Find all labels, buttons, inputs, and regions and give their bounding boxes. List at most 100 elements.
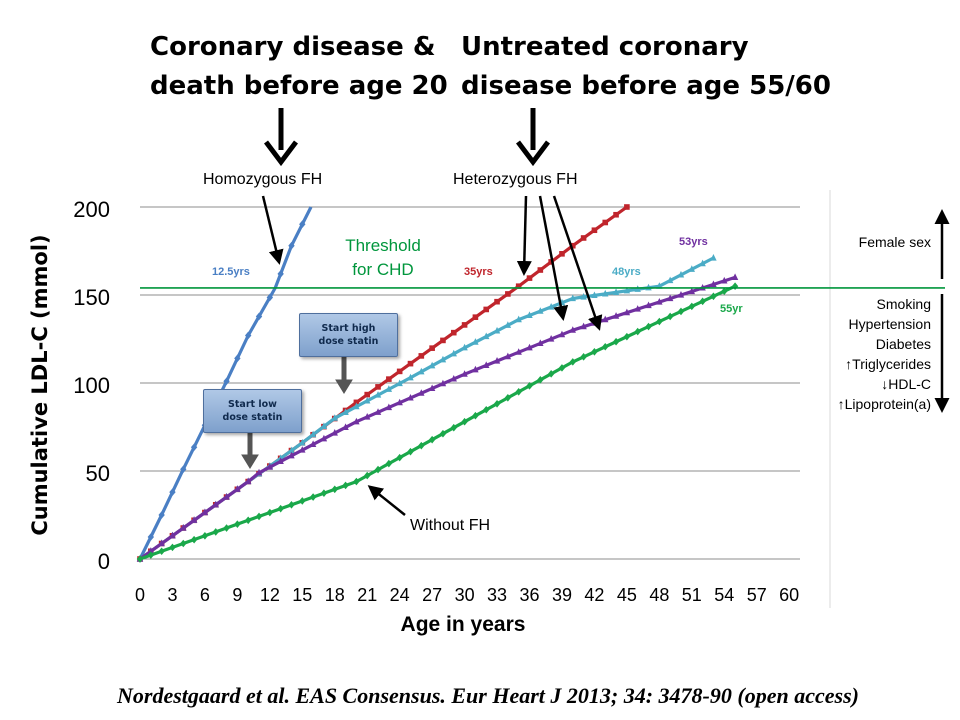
- marker-heterozygous_high_dose-14: [288, 446, 295, 454]
- marker-without_fh-35: [515, 388, 522, 396]
- marker-heterozygous_low_dose-26: [418, 389, 425, 396]
- x-tick-label-18: 18: [325, 585, 345, 605]
- marker-heterozygous_low_dose-55: [731, 273, 739, 280]
- marker-without_fh-43: [602, 342, 609, 351]
- marker-without_fh-0: [136, 555, 144, 563]
- marker-heterozygous_untreated-31: [472, 314, 479, 320]
- gridlines: [140, 190, 831, 608]
- x-tick-label-36: 36: [519, 585, 539, 605]
- risk-diabetes: Diabetes: [875, 336, 931, 352]
- marker-without_fh-55: [731, 282, 739, 290]
- without-fh-pointer: [367, 485, 406, 516]
- marker-without_fh-41: [580, 353, 587, 361]
- marker-without_fh-3: [169, 543, 176, 552]
- annotation-2: 53yrs: [679, 236, 708, 248]
- marker-without_fh-12: [266, 508, 274, 517]
- down-arrow-left-head: [264, 140, 298, 167]
- marker-heterozygous_low_dose-53: [710, 280, 717, 288]
- marker-heterozygous_untreated-27: [429, 345, 435, 351]
- marker-heterozygous_high_dose-24: [396, 379, 403, 387]
- heterozygous-label: Heterozygous FH: [453, 171, 578, 188]
- marker-heterozygous_high_dose-41: [580, 292, 587, 300]
- marker-heterozygous_untreated-41: [580, 235, 587, 241]
- marker-heterozygous_untreated-29: [450, 329, 457, 336]
- marker-without_fh-30: [461, 417, 468, 426]
- marker-without_fh-13: [277, 504, 284, 513]
- heading-left-line-2: death before age 20: [150, 71, 448, 101]
- x-tick-label-24: 24: [390, 585, 410, 605]
- without-fh-label: Without FH: [410, 517, 491, 534]
- homozygous-pointer: [261, 195, 284, 265]
- marker-homozygous-11: [255, 312, 263, 321]
- start-high-line-2: dose statin: [318, 336, 379, 347]
- marker-without_fh-49: [666, 312, 674, 321]
- marker-heterozygous_high_dose-42: [591, 291, 598, 299]
- series-without_fh: [136, 282, 739, 563]
- y-tick-label-150: 150: [73, 285, 110, 310]
- marker-heterozygous_low_dose-54: [721, 276, 728, 284]
- marker-heterozygous_high_dose-50: [677, 270, 685, 278]
- marker-heterozygous_high_dose-40: [569, 294, 576, 302]
- marker-without_fh-23: [385, 459, 393, 468]
- marker-heterozygous_untreated-34: [505, 291, 511, 297]
- marker-heterozygous_low_dose-38: [547, 335, 555, 342]
- marker-heterozygous_low_dose-22: [374, 408, 382, 415]
- marker-heterozygous_untreated-20: [353, 399, 360, 406]
- marker-heterozygous_untreated-37: [537, 267, 544, 273]
- start-low-dose-statin-box: Start low dose statin: [203, 389, 302, 433]
- marker-heterozygous_low_dose-14: [288, 451, 295, 459]
- marker-without_fh-45: [623, 332, 631, 341]
- marker-without_fh-14: [288, 500, 295, 509]
- annotation-0: 12.5yrs: [212, 266, 250, 278]
- x-tick-label-39: 39: [552, 585, 572, 605]
- marker-heterozygous_untreated-38: [548, 259, 554, 265]
- homozygous-label: Homozygous FH: [203, 171, 323, 188]
- marker-homozygous-5: [190, 443, 198, 452]
- x-tick-label-6: 6: [200, 585, 210, 605]
- marker-heterozygous_low_dose-33: [493, 357, 501, 364]
- low-dose-arrow-head: [241, 454, 259, 469]
- marker-heterozygous_untreated-44: [613, 211, 619, 218]
- threshold-label-line-2: for CHD: [352, 260, 414, 279]
- x-tick-label-3: 3: [167, 585, 177, 605]
- marker-heterozygous_high_dose-38: [547, 302, 555, 310]
- marker-without_fh-33: [493, 399, 501, 408]
- x-tick-label-15: 15: [292, 585, 312, 605]
- x-axis-title: Age in years: [400, 613, 526, 636]
- marker-heterozygous_high_dose-43: [602, 289, 609, 297]
- annotation-1: 35yrs: [464, 266, 493, 278]
- marker-heterozygous_low_dose-44: [612, 312, 620, 319]
- arrows-group: [241, 108, 950, 516]
- marker-without_fh-32: [483, 405, 490, 414]
- start-high-dose-statin-box: Start high dose statin: [299, 313, 398, 357]
- marker-without_fh-1: [147, 551, 155, 559]
- marker-without_fh-34: [504, 393, 512, 402]
- marker-without_fh-10: [244, 516, 252, 525]
- x-tick-label-57: 57: [747, 585, 767, 605]
- y-tick-label-50: 50: [86, 461, 110, 486]
- y-axis-title: Cumulative LDL-C (mmol): [28, 234, 52, 536]
- marker-without_fh-38: [547, 370, 555, 378]
- marker-heterozygous_low_dose-4: [180, 524, 187, 531]
- marker-heterozygous_high_dose-23: [385, 385, 393, 392]
- marker-heterozygous_low_dose-23: [385, 403, 393, 411]
- marker-heterozygous_low_dose-28: [439, 379, 447, 387]
- heading-left-line-1: Coronary disease &: [150, 32, 436, 62]
- marker-heterozygous_high_dose-37: [537, 307, 544, 314]
- marker-heterozygous_high_dose-21: [364, 396, 371, 404]
- citation: Nordestgaard et al. EAS Consensus. Eur H…: [117, 683, 859, 708]
- marker-homozygous-14: [288, 241, 295, 250]
- marker-heterozygous_untreated-23: [386, 376, 392, 382]
- marker-without_fh-50: [677, 307, 685, 316]
- marker-without_fh-29: [450, 423, 457, 432]
- marker-heterozygous_low_dose-43: [602, 315, 609, 323]
- marker-without_fh-9: [234, 520, 241, 528]
- marker-heterozygous_low_dose-50: [677, 291, 685, 298]
- heading-left: Coronary disease & death before age 20: [150, 28, 448, 106]
- marker-without_fh-19: [342, 481, 349, 490]
- marker-without_fh-39: [558, 364, 566, 372]
- marker-heterozygous_low_dose-45: [623, 308, 631, 316]
- marker-heterozygous_high_dose-28: [439, 355, 447, 363]
